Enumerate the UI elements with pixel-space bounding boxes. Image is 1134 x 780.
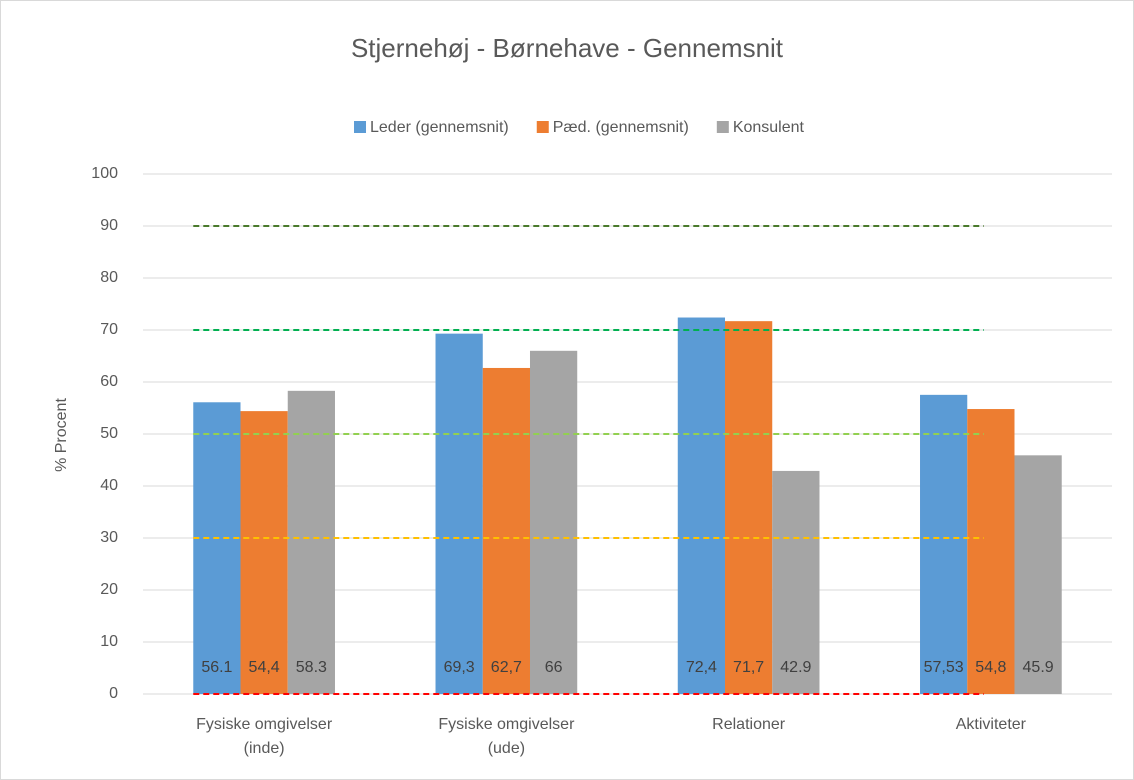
y-tick-label: 50 [100, 425, 118, 442]
data-label: 45.9 [1023, 659, 1054, 676]
bar [1014, 455, 1062, 694]
y-tick-label: 60 [100, 373, 118, 390]
y-tick-label: 90 [100, 217, 118, 234]
data-label: 66 [545, 659, 563, 676]
data-label: 54,8 [975, 659, 1006, 676]
data-label: 72,4 [686, 659, 717, 676]
legend-swatch [716, 121, 729, 133]
bar [193, 402, 241, 694]
x-tick-label: Fysiske omgivelser (ude) [438, 716, 575, 757]
x-tick-label: Relationer [712, 716, 786, 733]
bar [967, 409, 1015, 694]
y-axis-label: % Procent [53, 398, 70, 472]
legend-label: Konsulent [733, 119, 805, 136]
data-label: 69,3 [444, 659, 475, 676]
y-tick-label: 80 [100, 269, 118, 286]
bar [529, 350, 578, 694]
data-label: 71,7 [733, 659, 764, 676]
data-label: 56.1 [201, 659, 232, 676]
y-tick-label: 30 [100, 529, 118, 546]
chart-title: Stjernehøj - Børnehave - Gennemsnit [351, 33, 784, 63]
y-tick-label: 10 [100, 633, 118, 650]
y-tick-label: 40 [100, 477, 118, 494]
legend-label: Pæd. (gennemsnit) [553, 119, 689, 136]
data-label: 57,53 [924, 659, 964, 676]
x-tick-label: Fysiske omgivelser (inde) [196, 716, 333, 757]
y-tick-label: 20 [100, 581, 118, 598]
data-label: 54,4 [249, 659, 280, 676]
bar [240, 411, 288, 694]
bar [435, 333, 483, 694]
y-tick-label: 100 [91, 165, 118, 182]
bar [677, 317, 726, 694]
x-tick-label: Aktiviteter [955, 716, 1026, 733]
bar [482, 367, 530, 694]
data-label: 58.3 [296, 659, 327, 676]
bar [287, 390, 335, 694]
bar [920, 394, 968, 694]
legend-swatch [536, 121, 549, 133]
data-label: 62,7 [491, 659, 522, 676]
legend-swatch [354, 121, 367, 133]
bar [725, 321, 773, 694]
y-tick-label: 70 [100, 321, 118, 338]
y-tick-label: 0 [109, 685, 118, 702]
legend-label: Leder (gennemsnit) [370, 119, 509, 136]
bar [772, 470, 820, 694]
data-label: 42.9 [780, 659, 811, 676]
